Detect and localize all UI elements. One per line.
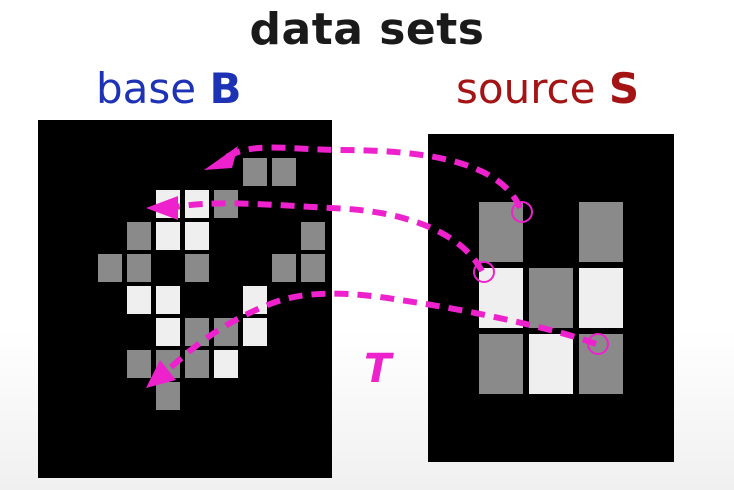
base-pixel-white [185, 222, 209, 250]
source-point-middle [473, 261, 495, 283]
mapping-arrow-top [220, 144, 523, 210]
source-dataset-panel [428, 134, 674, 462]
base-pixel-gray [127, 222, 151, 250]
base-pixel-gray [185, 318, 209, 346]
base-pixel-white [243, 318, 267, 346]
base-pixel-gray [301, 254, 325, 282]
mapping-arrow-middle [169, 200, 485, 273]
base-pixel-white [214, 350, 238, 378]
source-label-text: source [456, 64, 609, 113]
base-dataset-panel [38, 120, 332, 478]
base-pixel-gray [272, 254, 296, 282]
source-pixel-gray [579, 202, 623, 262]
source-pixel-gray [529, 268, 573, 328]
mapping-arrow-bottom [165, 290, 598, 373]
base-pixel-white [156, 318, 180, 346]
mapping-arrowhead-middle [146, 196, 178, 220]
base-pixel-gray [243, 158, 267, 186]
mapping-arrowhead-top [204, 146, 238, 170]
base-pixel-white [156, 222, 180, 250]
diagram-title: data sets [249, 4, 485, 55]
base-pixel-gray [156, 382, 180, 410]
base-label-text: base [96, 64, 210, 113]
base-pixel-gray [185, 254, 209, 282]
base-pixel-white [156, 286, 180, 314]
source-point-bottom [587, 333, 609, 355]
source-symbol: S [608, 64, 640, 113]
source-pixel-white [579, 268, 623, 328]
source-pixel-gray [579, 334, 623, 394]
base-pixel-gray [301, 222, 325, 250]
base-symbol: B [209, 64, 242, 113]
base-pixel-gray [127, 254, 151, 282]
transform-label: T [364, 346, 392, 392]
source-pixel-gray [479, 202, 523, 262]
base-pixel-gray [127, 350, 151, 378]
base-pixel-gray [185, 350, 209, 378]
base-pixel-gray [272, 158, 296, 186]
base-label: base B [96, 64, 242, 113]
source-point-top [511, 201, 533, 223]
source-pixel-gray [479, 334, 523, 394]
base-pixel-white [127, 286, 151, 314]
base-pixel-gray [98, 254, 122, 282]
source-label: source S [456, 64, 639, 113]
source-pixel-white [529, 334, 573, 394]
mapping-arrowhead-bottom [146, 360, 176, 388]
